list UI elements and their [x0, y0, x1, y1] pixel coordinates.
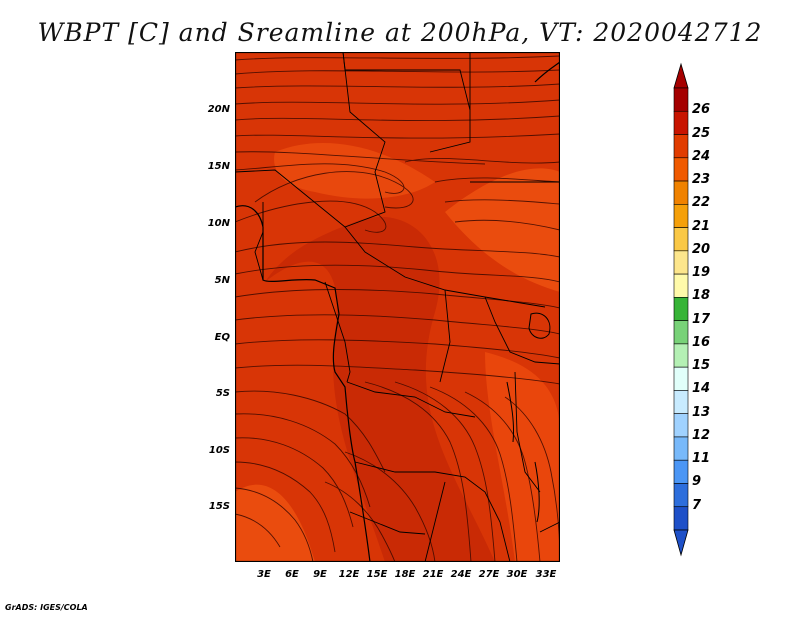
wbpt-fill-warm-ne: [445, 168, 560, 292]
colorbar-level-label: 13: [692, 404, 711, 420]
lon-label-12e: 12E: [338, 569, 360, 580]
colorbar-level-label: 12: [692, 427, 711, 443]
colorbar-level-label: 17: [692, 311, 711, 327]
colorbar-swatch: [673, 227, 689, 252]
lon-label-27e: 27E: [478, 569, 500, 580]
colorbar-swatch: [673, 343, 689, 368]
colorbar-level-label: 18: [692, 288, 711, 304]
lat-label-15s: 15S: [208, 501, 230, 512]
wbpt-fill-warm-se: [485, 352, 560, 562]
colorbar-swatch: [673, 204, 689, 228]
colorbar-level-label: 22: [692, 195, 711, 211]
colorbar-swatch: [673, 134, 689, 159]
map-title: WBPT [C] and Sreamline at 200hPa, VT: 20…: [37, 18, 763, 47]
colorbar-swatch: [673, 110, 689, 135]
country-borders: [235, 52, 560, 562]
colorbar-level-label: 16: [692, 334, 711, 350]
lat-label-eq: EQ: [214, 332, 230, 343]
lat-label-5s: 5S: [215, 388, 230, 399]
colorbar-swatch: [673, 180, 689, 205]
colorbar-swatch: [673, 436, 689, 461]
colorbar-arrow-top: [673, 62, 689, 89]
lat-label-15n: 15N: [207, 161, 230, 172]
map-frame: [235, 52, 560, 562]
colorbar-level-label: 20: [692, 241, 711, 257]
map-panel: [235, 52, 560, 562]
colorbar-level-label: 26: [692, 102, 711, 118]
colorbar-swatch: [673, 483, 689, 508]
colorbar-swatch: [673, 366, 689, 391]
colorbar-swatch: [673, 157, 689, 182]
colorbar-arrow-bottom: [673, 529, 689, 557]
colorbar-swatch: [673, 320, 689, 345]
colorbar-level-label: 9: [692, 474, 702, 490]
colorbar-swatch: [673, 459, 689, 484]
wbpt-fill-warm-north: [274, 143, 435, 199]
colorbar-level-label: 25: [692, 125, 711, 141]
colorbar-swatch: [673, 506, 689, 531]
lon-label-18e: 18E: [394, 569, 416, 580]
streamlines: [235, 55, 560, 562]
lon-label-6e: 6E: [285, 569, 299, 580]
colorbar-swatch: [673, 413, 689, 438]
wbpt-fill-cool-zone: [265, 216, 495, 562]
lat-label-20n: 20N: [207, 104, 230, 115]
colorbar-swatch: [673, 87, 689, 112]
colorbar-level-label: 21: [692, 218, 711, 234]
colorbar: [673, 62, 689, 557]
lake-malawi: [534, 461, 540, 523]
lat-label-10n: 10N: [207, 218, 230, 229]
lon-label-33e: 33E: [535, 569, 557, 580]
colorbar-level-label: 14: [692, 381, 711, 397]
lon-label-15e: 15E: [366, 569, 388, 580]
lon-label-24e: 24E: [450, 569, 472, 580]
lat-label-5n: 5N: [214, 275, 230, 286]
lat-label-10s: 10S: [208, 445, 230, 456]
grads-credit: GrADS: IGES/COLA: [5, 603, 88, 612]
coastline: [235, 205, 371, 562]
lon-label-21e: 21E: [422, 569, 444, 580]
colorbar-level-label: 7: [692, 497, 702, 513]
colorbar-swatch: [673, 390, 689, 414]
red-sea-coast: [534, 61, 560, 83]
colorbar-swatch: [673, 297, 689, 321]
colorbar-level-label: 11: [692, 451, 711, 467]
lake-tanganyika: [506, 381, 514, 443]
lake-victoria: [528, 312, 551, 339]
wbpt-fill-warm-sw: [235, 484, 315, 562]
colorbar-swatch: [673, 273, 689, 298]
colorbar-level-label: 15: [692, 358, 711, 374]
lon-label-30e: 30E: [506, 569, 528, 580]
colorbar-level-label: 23: [692, 172, 711, 188]
colorbar-level-label: 19: [692, 265, 711, 281]
lon-label-3e: 3E: [257, 569, 271, 580]
colorbar-swatch: [673, 250, 689, 275]
colorbar-level-label: 24: [692, 148, 711, 164]
lon-label-9e: 9E: [313, 569, 327, 580]
